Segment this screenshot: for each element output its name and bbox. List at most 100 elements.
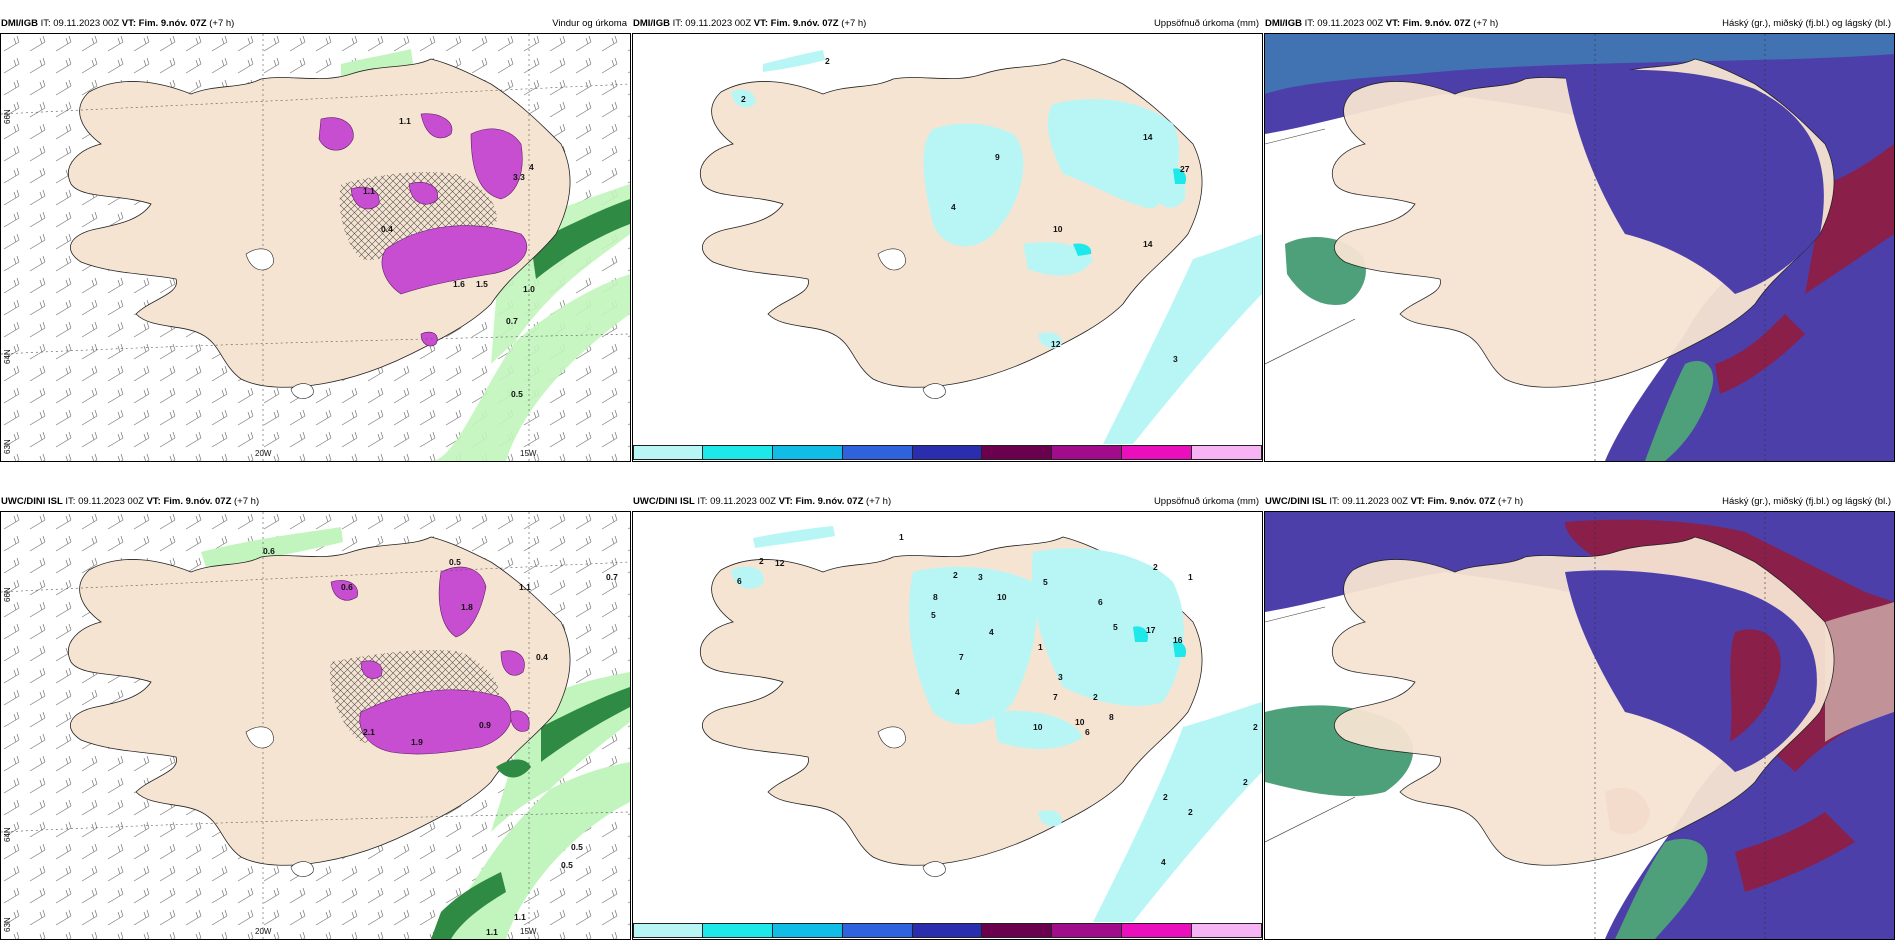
map-frame [1264, 33, 1895, 462]
value-label: 16 [1173, 635, 1183, 645]
vt-label: VT: [1410, 496, 1425, 507]
value-label: 2 [1243, 777, 1248, 787]
colorbar-swatch [1052, 923, 1123, 938]
colorbar-tick: 25 [775, 461, 784, 462]
panel-header: DMI/IGB IT: 09.11.2023 00Z VT: Fim. 9.nó… [0, 14, 631, 33]
lat-label: 66N [3, 587, 12, 602]
colorbar-swatch [982, 923, 1053, 938]
lat-label: 64N [3, 827, 12, 842]
colorbar-swatch [702, 923, 773, 938]
model-name: UWC/DINI ISL [633, 496, 695, 507]
colorbar-tick: 150 [1054, 461, 1067, 462]
colorbar-tick: 1 [635, 939, 639, 940]
value-label: 2 [759, 556, 764, 566]
product-title: Vindur og úrkoma [552, 18, 627, 29]
value-label: 5 [931, 610, 936, 620]
value-label: 1.1 [514, 912, 526, 922]
colorbar-swatch [842, 445, 913, 460]
colorbar-swatch [1122, 923, 1193, 938]
value-label: 7 [1053, 692, 1058, 702]
colorbar-tick: 100 [984, 461, 997, 462]
panel-uwc-accum-precip: UWC/DINI ISL IT: 09.11.2023 00Z VT: Fim.… [632, 492, 1263, 940]
value-label: 2 [1153, 562, 1158, 572]
value-label: 5 [1043, 577, 1048, 587]
colorbar-swatch [912, 923, 983, 938]
value-label: 1 [1038, 642, 1043, 652]
panel-header: DMI/IGB IT: 09.11.2023 00Z VT: Fim. 9.nó… [1264, 14, 1895, 33]
value-label: 1.1 [486, 927, 498, 937]
init-time: 09.11.2023 00Z [710, 496, 776, 507]
vt-label: VT: [121, 18, 137, 29]
map-frame [1264, 511, 1895, 940]
model-name: DMI/IGB [1265, 18, 1302, 29]
it-label: IT: [672, 18, 683, 29]
value-label: 14 [1143, 132, 1153, 142]
value-label: 3 [1058, 672, 1063, 682]
lon-label: 15W [520, 449, 537, 458]
value-label: 0.5 [571, 842, 583, 852]
lat-label: 63N [3, 917, 12, 932]
colorbar-tick: 100 [984, 939, 997, 940]
panel-uwc-wind-precip: UWC/DINI ISL IT: 09.11.2023 00Z VT: Fim.… [0, 492, 631, 940]
value-label: 0.6 [341, 582, 353, 592]
value-label: 2 [1188, 807, 1193, 817]
value-label: 0.6 [263, 546, 275, 556]
colorbar-swatch [1192, 923, 1262, 938]
lon-label: 15W [520, 927, 537, 936]
lead-time: (+7 h) [209, 18, 235, 29]
value-label: 1 [1188, 572, 1193, 582]
lon-label: 20W [255, 449, 272, 458]
colorbar-tick: 10 [705, 461, 714, 462]
colorbar-swatch [912, 445, 983, 460]
value-label: 27 [1180, 164, 1190, 174]
vt-label: VT: [753, 18, 769, 29]
colorbar: 1 10 25 50 75 100 150 200 400 [633, 444, 1262, 462]
colorbar-tick: 50 [845, 939, 854, 940]
accum-areas [731, 89, 1186, 349]
value-label: 0.5 [511, 389, 523, 399]
init-time: 09.11.2023 00Z [53, 18, 120, 29]
value-label: 1 [899, 532, 904, 542]
value-label: 3 [978, 572, 983, 582]
precip-band [431, 184, 630, 461]
snow-areas [330, 566, 530, 755]
colorbar-tick: 200 [1124, 461, 1137, 462]
accum-areas [731, 548, 1184, 827]
value-label: 0.5 [449, 557, 461, 567]
value-label: 0.4 [381, 224, 393, 234]
value-label: 1.1 [399, 116, 411, 126]
it-label: IT: [1329, 496, 1340, 507]
lead-time: (+7 h) [234, 496, 260, 507]
value-label: 6 [1085, 727, 1090, 737]
value-label: 2 [1093, 692, 1098, 702]
value-label: 9 [995, 152, 1000, 162]
value-label: 7 [959, 652, 964, 662]
it-label: IT: [65, 496, 76, 507]
value-label: 10 [997, 592, 1007, 602]
init-time: 09.11.2023 00Z [78, 496, 144, 507]
model-name: UWC/DINI ISL [1265, 496, 1327, 507]
value-label: 5 [1113, 622, 1118, 632]
vt-label: VT: [146, 496, 161, 507]
value-label: 8 [933, 592, 938, 602]
value-label: 0.5 [561, 860, 573, 870]
it-label: IT: [1304, 18, 1315, 29]
lat-label: 66N [3, 109, 12, 124]
valid-time: Fim. 9.nóv. 07Z [770, 18, 839, 29]
lead-time: (+7 h) [1473, 18, 1499, 29]
valid-time: Fim. 9.nóv. 07Z [138, 18, 207, 29]
panel-uwc-clouds: UWC/DINI ISL IT: 09.11.2023 00Z VT: Fim.… [1264, 492, 1895, 940]
lon-label: 20W [255, 927, 272, 936]
colorbar-swatch [772, 445, 843, 460]
value-label: 14 [1143, 239, 1153, 249]
value-label: 2 [1163, 792, 1168, 802]
colorbar-swatch [633, 445, 703, 460]
value-label: 1.6 [453, 279, 465, 289]
map-frame: 2 2 9 4 14 10 14 12 3 27 1 10 25 50 75 100 150… [632, 33, 1263, 462]
model-name: UWC/DINI ISL [1, 496, 63, 507]
panel-dmi-clouds: DMI/IGB IT: 09.11.2023 00Z VT: Fim. 9.nó… [1264, 14, 1895, 462]
cloud-map [1265, 34, 1894, 461]
colorbar-tick: 200 [1124, 939, 1137, 940]
value-label: 4 [955, 687, 960, 697]
lead-time: (+7 h) [866, 496, 892, 507]
